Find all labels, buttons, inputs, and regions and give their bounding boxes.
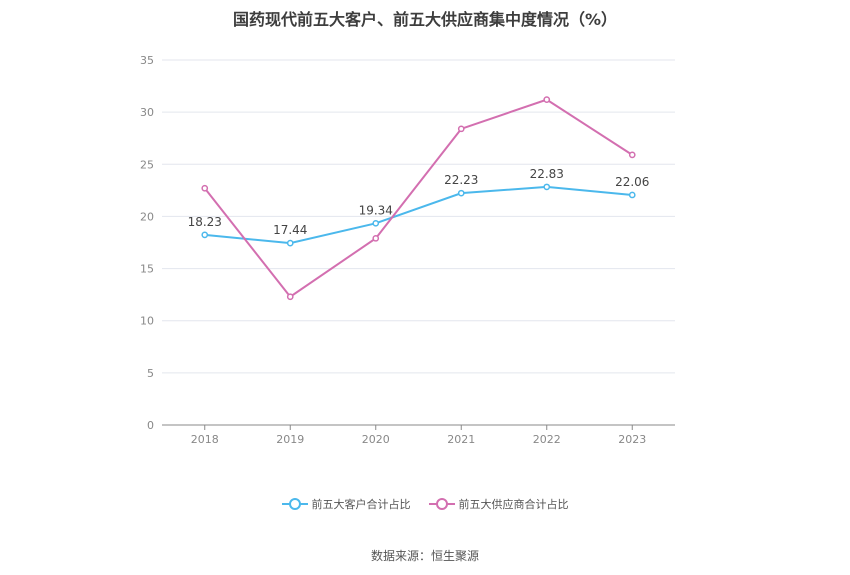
data-point[interactable] [201,231,209,239]
y-tick-label: 30 [140,106,154,119]
data-point[interactable] [286,293,294,301]
source-note: 数据来源：恒生聚源 [370,549,479,563]
data-label: 22.83 [530,167,564,181]
y-tick-label: 35 [140,54,154,67]
data-point[interactable] [543,183,551,191]
data-label: 19.34 [359,203,393,217]
y-tick-label: 15 [140,263,154,276]
series-line-1 [203,98,633,299]
data-point[interactable] [286,239,294,247]
data-label: 22.23 [444,173,478,187]
legend-swatch-icon [281,498,308,510]
series-line-0 [204,185,633,245]
y-tick-label: 10 [140,315,154,328]
data-labels: 18.23 17.44 19.34 22.23 22.83 22.06 [188,167,650,237]
axes: 0 5 10 15 20 25 30 35 2018 2019 2020 2021 2022 2023 [140,54,675,446]
series-lines [201,96,636,301]
data-point[interactable] [372,219,380,227]
y-tick-label: 25 [140,158,154,171]
legend-item-1[interactable]: 前五大供应商合计占比 [428,496,569,512]
data-point[interactable] [457,125,465,133]
x-tick-label: 2022 [533,433,561,446]
chart-title: 国药现代前五大客户、前五大供应商集中度情况（%） [232,10,618,29]
data-label: 22.06 [615,175,649,189]
legend-label: 前五大供应商合计占比 [458,498,569,511]
data-point[interactable] [543,96,551,103]
legend-label: 前五大客户合计占比 [311,498,411,511]
x-tick-label: 2018 [191,433,219,446]
data-label: 17.44 [273,223,307,237]
data-point[interactable] [628,191,636,199]
x-tick-label: 2021 [447,433,475,446]
data-point[interactable] [628,151,636,159]
data-point[interactable] [201,184,209,192]
data-point[interactable] [372,234,380,242]
x-tick-label: 2020 [362,433,390,446]
y-tick-label: 5 [147,367,154,380]
x-tick-label: 2023 [618,433,646,446]
grid-lines [162,59,675,374]
y-tick-label: 0 [147,419,154,432]
x-tick-label: 2019 [276,433,304,446]
legend-item-0[interactable]: 前五大客户合计占比 [281,496,411,512]
y-tick-label: 20 [140,210,154,223]
legend: 前五大客户合计占比 前五大供应商合计占比 [0,496,850,512]
data-point[interactable] [457,189,465,197]
legend-swatch-icon [428,498,455,510]
data-label: 18.23 [188,215,222,229]
